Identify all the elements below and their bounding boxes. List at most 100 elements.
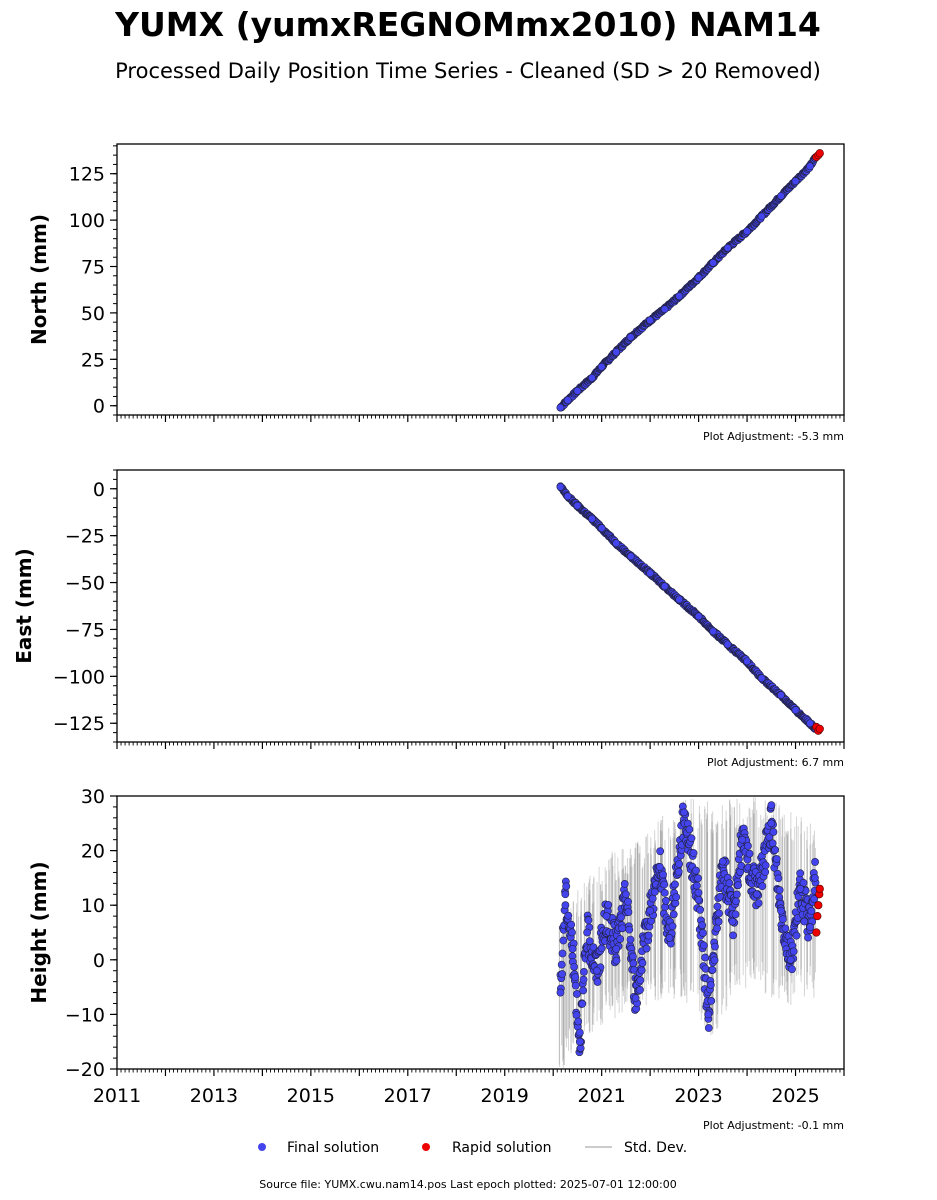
final-solution-point bbox=[685, 825, 694, 834]
final-solution-point bbox=[788, 965, 796, 974]
final-solution-point bbox=[743, 657, 751, 666]
final-solution-point bbox=[662, 896, 670, 905]
final-solution-point bbox=[796, 869, 805, 878]
y-tick-label: −20 bbox=[65, 1059, 105, 1081]
final-solution-point bbox=[644, 931, 653, 940]
final-solution-point bbox=[672, 893, 681, 902]
final-solution-point bbox=[636, 976, 645, 985]
plot-adjustment-note: Plot Adjustment: -5.3 mm bbox=[703, 430, 844, 443]
final-solution-point bbox=[698, 921, 707, 930]
final-solution-point bbox=[584, 916, 593, 925]
final-solution-point bbox=[620, 880, 629, 888]
final-solution-point bbox=[807, 907, 816, 915]
rapid-solution-point bbox=[814, 901, 823, 910]
final-solution-point bbox=[804, 933, 812, 942]
final-solution-point bbox=[612, 539, 621, 548]
final-solution-point bbox=[629, 959, 638, 968]
final-solution-point bbox=[754, 899, 763, 907]
final-solution-point bbox=[777, 906, 785, 915]
final-solution-point bbox=[758, 882, 767, 891]
final-solution-point bbox=[648, 894, 657, 903]
final-solution-point bbox=[723, 244, 732, 252]
final-solution-point bbox=[768, 839, 777, 848]
final-solution-point bbox=[714, 917, 723, 926]
final-solution-point bbox=[781, 924, 790, 933]
source-footer: Source file: YUMX.cwu.nam14.pos Last epo… bbox=[259, 1178, 676, 1191]
height-panel: −20 −10 0 10 20 30 2011 2013 2015 2017 2019 2021 202… bbox=[27, 786, 845, 1132]
final-solution-point bbox=[573, 990, 581, 998]
final-solution-point bbox=[745, 849, 754, 858]
final-solution-point bbox=[575, 1028, 584, 1037]
final-solution-point bbox=[789, 947, 798, 956]
final-solution-point bbox=[624, 897, 632, 906]
y-tick-label: 125 bbox=[69, 164, 105, 186]
final-solution-point bbox=[771, 846, 780, 854]
final-solution-point bbox=[573, 386, 582, 395]
final-solution-point bbox=[559, 936, 568, 945]
final-solution-point bbox=[811, 874, 819, 882]
final-solution-point bbox=[791, 177, 800, 186]
final-solution-point bbox=[622, 890, 630, 899]
final-solution-point bbox=[777, 192, 785, 200]
y-axis-label: East (mm) bbox=[12, 548, 36, 664]
final-solution-point bbox=[556, 403, 565, 412]
final-solution-point bbox=[732, 897, 740, 906]
final-solution-point bbox=[612, 956, 621, 965]
y-tick-label: −25 bbox=[65, 526, 105, 548]
y-tick-label: 50 bbox=[81, 303, 105, 325]
rapid-solution-point bbox=[813, 912, 822, 921]
final-solution-point bbox=[707, 997, 716, 1005]
final-solution-point bbox=[592, 966, 601, 975]
y-tick-label: −125 bbox=[53, 713, 105, 735]
final-solution-point bbox=[709, 627, 718, 636]
final-solution-point bbox=[757, 674, 766, 683]
final-solution-point bbox=[811, 858, 819, 866]
final-solution-point bbox=[646, 906, 655, 915]
x-tick-label: 2011 bbox=[93, 1085, 141, 1107]
final-solution-point bbox=[659, 870, 667, 879]
final-solution-point bbox=[777, 691, 785, 700]
y-tick-label: 75 bbox=[81, 257, 105, 279]
y-tick-label: 0 bbox=[93, 479, 105, 501]
final-solution-point bbox=[660, 888, 669, 897]
final-solution-point bbox=[656, 847, 665, 856]
final-solution-point bbox=[675, 595, 684, 604]
final-solution-point bbox=[810, 895, 819, 903]
x-tick-label: 2025 bbox=[771, 1085, 819, 1107]
final-solution-point bbox=[694, 895, 703, 904]
final-solution-point bbox=[706, 981, 715, 989]
final-solution-point bbox=[558, 970, 567, 978]
final-solution-point bbox=[568, 944, 577, 953]
final-solution-point bbox=[806, 162, 814, 171]
final-solution-point bbox=[772, 855, 781, 863]
final-solution-point bbox=[665, 934, 674, 942]
final-solution-point bbox=[618, 924, 627, 933]
final-solution-point bbox=[580, 968, 588, 976]
final-solution-point bbox=[729, 931, 737, 940]
final-solution-point bbox=[563, 492, 572, 501]
rapid-solution-point bbox=[815, 149, 824, 158]
final-solution-point bbox=[669, 910, 678, 919]
final-solution-point bbox=[575, 1037, 584, 1046]
final-solution-point bbox=[642, 944, 651, 953]
final-solution-point bbox=[631, 994, 640, 1002]
legend-rapid-marker bbox=[422, 1143, 430, 1151]
plot-adjustment-note: Plot Adjustment: -0.1 mm bbox=[703, 1119, 844, 1132]
chart-title: YUMX (yumxREGNOMmx2010) NAM14 bbox=[114, 5, 821, 44]
final-solution-point bbox=[710, 956, 719, 965]
final-solution-point bbox=[723, 640, 732, 649]
final-solution-point bbox=[713, 924, 721, 933]
final-solution-point bbox=[767, 819, 776, 828]
final-solution-point bbox=[616, 935, 625, 943]
final-solution-point bbox=[779, 915, 787, 924]
final-solution-point bbox=[638, 959, 647, 967]
chart-subtitle: Processed Daily Position Time Series - C… bbox=[115, 59, 821, 83]
legend: Final solution Rapid solution Std. Dev. bbox=[258, 1140, 687, 1156]
final-solution-point bbox=[668, 922, 677, 931]
final-solution-point bbox=[574, 1017, 583, 1026]
final-solution-point bbox=[680, 808, 688, 817]
y-tick-label: −75 bbox=[65, 619, 105, 641]
plot-adjustment-note: Plot Adjustment: 6.7 mm bbox=[707, 756, 844, 769]
plot-frame bbox=[116, 143, 845, 416]
